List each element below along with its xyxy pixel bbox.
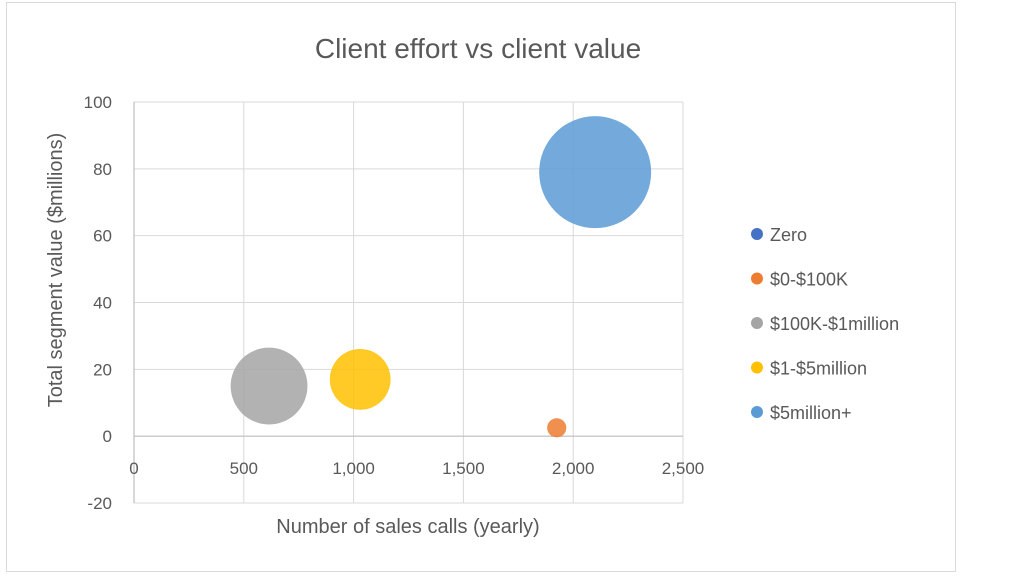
x-axis-title: Number of sales calls (yearly) (276, 516, 539, 538)
y-tick-label: 20 (93, 360, 112, 379)
legend: Zero $0-$100K $100K-$1million $1-$5million $… (751, 225, 899, 423)
tick-labels: 0 500 1,000 1,500 2,000 2,500 -20 0 20 40 60 80 100 (84, 93, 705, 513)
bubble (539, 116, 652, 229)
y-tick-label: 40 (93, 294, 112, 313)
bubble (230, 347, 308, 425)
legend-marker (751, 228, 763, 240)
legend-marker (751, 272, 763, 285)
axes (133, 102, 683, 503)
legend-label: $100K-$1million (770, 314, 899, 334)
x-tick-label: 2,000 (552, 459, 595, 478)
y-axis-title: Total segment value ($millions) (45, 133, 67, 408)
legend-label: $5million+ (770, 403, 852, 423)
x-tick-label: 1,000 (332, 459, 375, 478)
legend-label: Zero (770, 225, 807, 245)
x-tick-label: 500 (230, 459, 258, 478)
y-tick-label: 0 (103, 427, 112, 446)
bubble (329, 348, 391, 410)
y-tick-label: -20 (87, 494, 112, 513)
chart-frame (6, 2, 956, 572)
y-tick-label: 60 (93, 227, 112, 246)
x-tick-label: 2,500 (662, 459, 705, 478)
legend-marker (751, 406, 763, 418)
x-tick-label: 0 (129, 459, 138, 478)
legend-marker (751, 361, 763, 374)
legend-label: $1-$5million (770, 359, 867, 379)
bubbles (230, 116, 652, 438)
x-tick-label: 1,500 (442, 459, 485, 478)
bubble (547, 418, 567, 438)
legend-label: $0-$100K (770, 270, 848, 290)
legend-marker (751, 317, 763, 329)
chart-title: Client effort vs client value (315, 33, 641, 64)
y-tick-label: 100 (84, 93, 112, 112)
y-tick-label: 80 (93, 160, 112, 179)
